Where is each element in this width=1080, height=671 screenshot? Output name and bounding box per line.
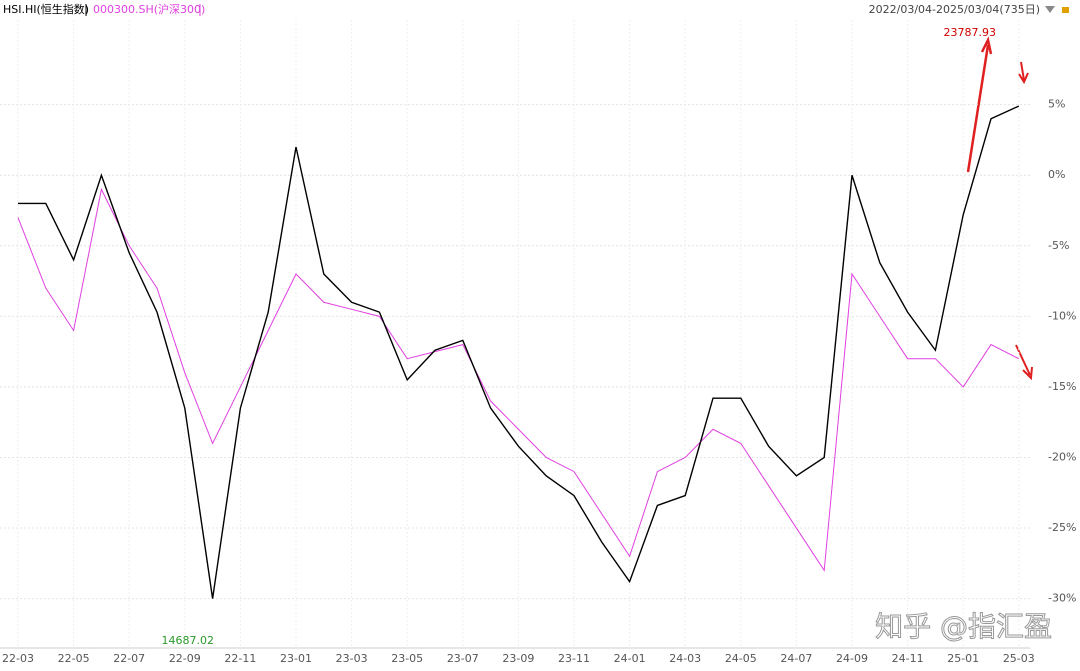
x-tick-label: 22-03 <box>2 652 34 665</box>
x-tick-label: 25-03 <box>1003 652 1035 665</box>
arrow <box>1018 61 1029 85</box>
x-tick-label: 24-11 <box>892 652 924 665</box>
x-tick-label: 24-09 <box>836 652 868 665</box>
y-tick-label: -25% <box>1048 521 1076 534</box>
watermark: 知乎 @指汇盈 <box>875 610 1052 643</box>
y-tick-label: -5% <box>1048 239 1069 252</box>
x-tick-label: 23-07 <box>447 652 479 665</box>
x-tick-label: 25-01 <box>947 652 979 665</box>
x-tick-label: 24-05 <box>725 652 757 665</box>
y-tick-label: -10% <box>1048 309 1076 322</box>
x-tick-label: 22-11 <box>224 652 256 665</box>
y-tick-label: -20% <box>1048 450 1076 463</box>
arrow <box>966 36 993 173</box>
date-range: 2022/03/04-2025/03/04(735日) <box>869 3 1040 16</box>
series-line <box>18 105 1020 599</box>
dropdown-icon[interactable] <box>1045 6 1055 13</box>
x-tick-label: 23-01 <box>280 652 312 665</box>
x-tick-label: 24-03 <box>669 652 701 665</box>
lock-icon[interactable] <box>1062 7 1069 13</box>
x-tick-label: 22-07 <box>113 652 145 665</box>
x-tick-label: 23-11 <box>558 652 590 665</box>
x-tick-label: 23-09 <box>502 652 534 665</box>
x-tick-label: 24-01 <box>614 652 646 665</box>
y-tick-label: -30% <box>1048 592 1076 605</box>
x-tick-label: 22-09 <box>169 652 201 665</box>
series-line <box>17 187 1020 572</box>
y-tick-label: -15% <box>1048 380 1076 393</box>
legend-entry[interactable]: HSI.HI(恒生指数) <box>3 2 89 16</box>
legend-entry[interactable]: 000300.SH(沪深300) <box>93 2 205 16</box>
x-tick-label: 22-05 <box>58 652 90 665</box>
x-tick-label: 23-05 <box>391 652 423 665</box>
y-tick-label: 0% <box>1048 168 1065 181</box>
y-tick-label: 5% <box>1048 98 1065 111</box>
x-tick-label: 24-07 <box>780 652 812 665</box>
x-tick-label: 23-03 <box>336 652 368 665</box>
annotation: 23787.93 <box>944 26 997 39</box>
annotation: 14687.02 <box>162 634 215 647</box>
